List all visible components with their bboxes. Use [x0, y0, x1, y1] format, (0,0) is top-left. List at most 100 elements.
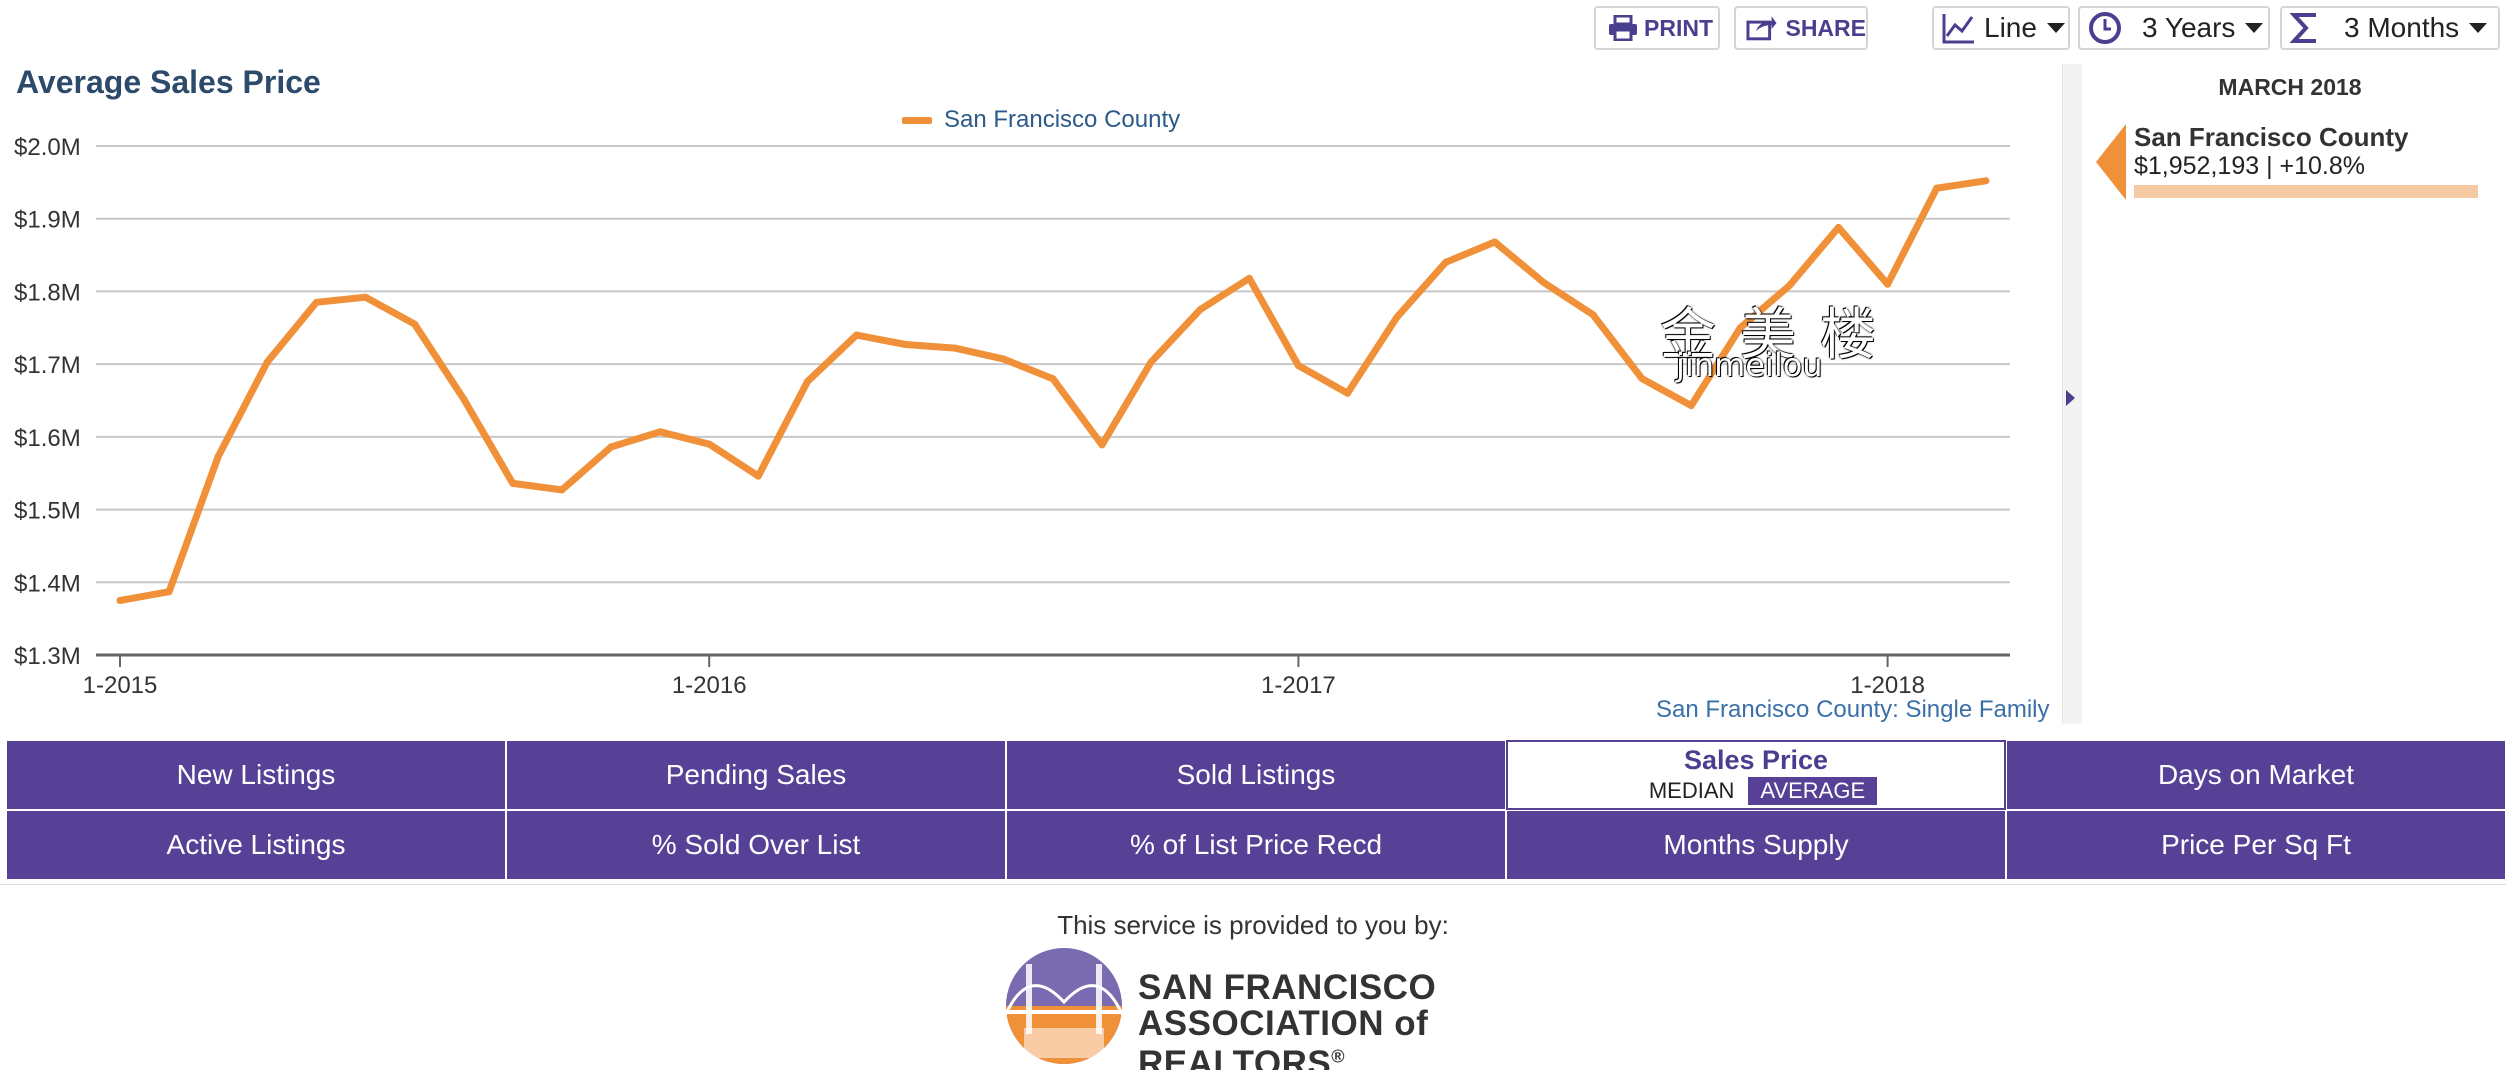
- data-point: [607, 443, 615, 451]
- data-point: [951, 344, 959, 352]
- data-point: [1442, 258, 1450, 266]
- line-chart: $1.3M $1.4M $1.5M $1.6M $1.7M $1.8M $1.9M $2.0M…: [14, 134, 2010, 699]
- chevron-down-icon: [2469, 23, 2488, 33]
- data-point: [411, 320, 419, 328]
- y-tick-label: $1.5M: [14, 498, 81, 525]
- data-point: [263, 358, 271, 366]
- legend-label: San Francisco County: [944, 106, 1181, 133]
- range-value: 3 Years: [2142, 12, 2236, 43]
- clock-icon: [2089, 12, 2121, 44]
- watermark-en-text: jinmeilou: [1676, 346, 1823, 384]
- data-point: [1982, 177, 1990, 185]
- metric-sales-price[interactable]: Sales Price MEDIAN AVERAGE: [1506, 740, 2006, 810]
- data-point: [214, 452, 222, 460]
- y-tick-label: $2.0M: [14, 134, 81, 161]
- chart-legend[interactable]: San Francisco County: [902, 106, 1180, 134]
- data-point: [1589, 311, 1597, 319]
- chart-type-dropdown[interactable]: Line: [1932, 6, 2070, 50]
- data-point: [1049, 375, 1057, 383]
- printer-icon: [1609, 15, 1637, 41]
- metric-new-listings[interactable]: New Listings: [6, 740, 506, 810]
- data-point: [509, 479, 517, 487]
- y-tick-label: $1.8M: [14, 279, 81, 306]
- provided-by-text: This service is provided to you by:: [1057, 910, 1449, 940]
- chart-type-value: Line: [1984, 12, 2037, 43]
- median-option[interactable]: MEDIAN: [1648, 778, 1735, 803]
- y-tick-label: $1.9M: [14, 207, 81, 234]
- metric-list-price-recd[interactable]: % of List Price Recd: [1006, 810, 1506, 880]
- sigma-icon: [2290, 13, 2316, 43]
- data-point: [754, 472, 762, 480]
- data-point: [1540, 279, 1548, 287]
- data-point: [1393, 314, 1401, 322]
- range-dropdown[interactable]: 3 Years: [2078, 6, 2270, 50]
- x-tick-label: 1-2016: [672, 672, 747, 699]
- metric-price-per-sqft[interactable]: Price Per Sq Ft: [2006, 810, 2506, 880]
- data-point: [312, 298, 320, 306]
- logo-line2: ASSOCIATION of REALTORS®: [1138, 1004, 1522, 1070]
- data-point: [1638, 375, 1646, 383]
- expand-arrow-icon[interactable]: [2066, 390, 2075, 406]
- chevron-down-icon: [2046, 23, 2065, 33]
- data-point: [1147, 358, 1155, 366]
- data-point: [1785, 282, 1793, 290]
- y-tick-label: $1.3M: [14, 643, 81, 670]
- metric-sold-over-list[interactable]: % Sold Over List: [506, 810, 1006, 880]
- golden-gate-logo-icon: [1004, 948, 1124, 1064]
- data-point: [1245, 274, 1253, 282]
- data-point: [1196, 306, 1204, 314]
- data-point: [853, 331, 860, 339]
- tooltip-series-name: San Francisco County: [2134, 122, 2409, 152]
- watermark-logo: 金美楼 jinmeilou: [1660, 290, 2020, 400]
- sales-price-title: Sales Price: [1683, 745, 1829, 775]
- metric-months-supply[interactable]: Months Supply: [1506, 810, 2006, 880]
- average-option[interactable]: AVERAGE: [1748, 777, 1878, 805]
- tooltip-pointer: [2096, 124, 2126, 200]
- aggregation-dropdown[interactable]: 3 Months: [2280, 6, 2500, 50]
- data-point: [1933, 184, 1941, 192]
- data-point: [362, 293, 369, 301]
- x-tick-label: 1-2017: [1261, 672, 1336, 699]
- data-point: [1098, 441, 1106, 449]
- metric-days-on-market[interactable]: Days on Market: [2006, 740, 2506, 810]
- data-point: [1884, 280, 1892, 288]
- data-point: [558, 486, 566, 494]
- data-point: [1344, 389, 1351, 397]
- data-point: [165, 588, 173, 596]
- metric-sold-listings[interactable]: Sold Listings: [1006, 740, 1506, 810]
- share-button[interactable]: SHARE: [1734, 6, 1868, 50]
- logo-line1: SAN FRANCISCO: [1138, 968, 1437, 1007]
- x-tick-label: 1-2018: [1850, 672, 1925, 699]
- registered-mark: ®: [1331, 1046, 1346, 1067]
- data-point: [656, 428, 664, 436]
- share-label: SHARE: [1785, 14, 1866, 41]
- legend-swatch: [902, 116, 932, 124]
- line-chart-icon: [1942, 14, 1974, 44]
- data-point: [1736, 324, 1744, 332]
- aggregation-value: 3 Months: [2344, 12, 2460, 43]
- data-point: [1491, 238, 1499, 246]
- data-point: [1000, 355, 1008, 363]
- data-point: [1294, 362, 1302, 370]
- metrics-grid: New Listings Pending Sales Sold Listings…: [6, 740, 2506, 882]
- tooltip-value: $1,952,193 | +10.8%: [2134, 152, 2365, 180]
- watermark-cn-text: 金美楼: [1660, 303, 1900, 368]
- data-point: [116, 596, 124, 604]
- x-tick-label: 1-2015: [83, 672, 158, 699]
- y-tick-label: $1.6M: [14, 425, 81, 452]
- chevron-down-icon: [2245, 23, 2264, 33]
- share-icon: [1746, 16, 1777, 41]
- tooltip-bar: [2134, 185, 2478, 198]
- metric-active-listings[interactable]: Active Listings: [6, 810, 506, 880]
- tooltip-date: MARCH 2018: [2218, 74, 2362, 100]
- print-button[interactable]: PRINT: [1594, 6, 1720, 50]
- metric-pending-sales[interactable]: Pending Sales: [506, 740, 1006, 810]
- data-point: [803, 378, 811, 386]
- data-point: [460, 395, 468, 403]
- data-point: [705, 440, 713, 448]
- sfar-logo[interactable]: SAN FRANCISCO ASSOCIATION of REALTORS®: [1002, 944, 1522, 1070]
- logo-line2-text: ASSOCIATION of REALTORS: [1138, 1004, 1429, 1070]
- data-point: [1835, 223, 1842, 231]
- chart-caption: San Francisco County: Single Family: [1656, 696, 2050, 723]
- data-point: [1687, 402, 1695, 410]
